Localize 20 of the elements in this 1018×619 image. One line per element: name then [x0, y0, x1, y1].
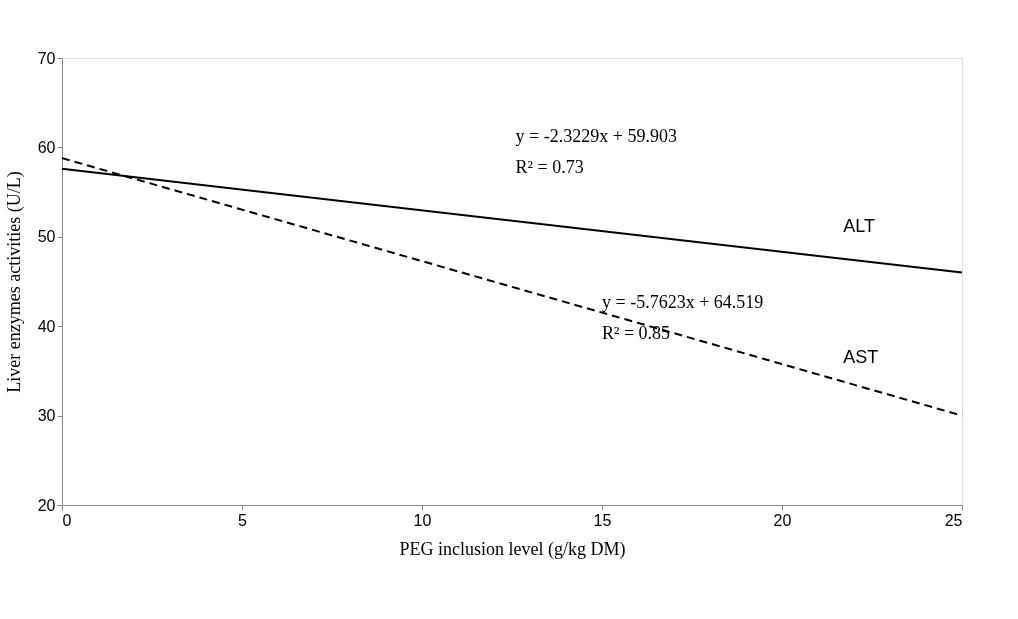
annotation: R² = 0.73 [515, 156, 584, 177]
x-tick-label: 20 [773, 511, 792, 529]
x-tick-label: 10 [413, 511, 432, 529]
x-axis-title: PEG inclusion level (g/kg DM) [399, 538, 626, 560]
annotation: R² = 0.85 [602, 323, 671, 344]
series-label: AST [843, 347, 879, 368]
x-tick-label: 0 [62, 511, 72, 529]
series-label: ALT [843, 215, 875, 236]
annotation: y = -2.3229x + 59.903 [515, 125, 677, 146]
y-tick-label: 20 [37, 496, 56, 514]
x-tick-label: 25 [944, 511, 963, 529]
y-tick-label: 40 [37, 317, 56, 335]
y-tick-label: 50 [37, 228, 56, 246]
y-axis-title: Liver enzymes activities (U/L) [3, 171, 25, 393]
y-tick-label: 30 [37, 407, 56, 425]
y-tick-label: 60 [37, 138, 56, 156]
y-tick-label: 70 [37, 49, 56, 67]
annotation: y = -5.7623x + 64.519 [602, 291, 764, 312]
x-tick-label: 5 [238, 511, 248, 529]
x-tick-label: 15 [593, 511, 612, 529]
